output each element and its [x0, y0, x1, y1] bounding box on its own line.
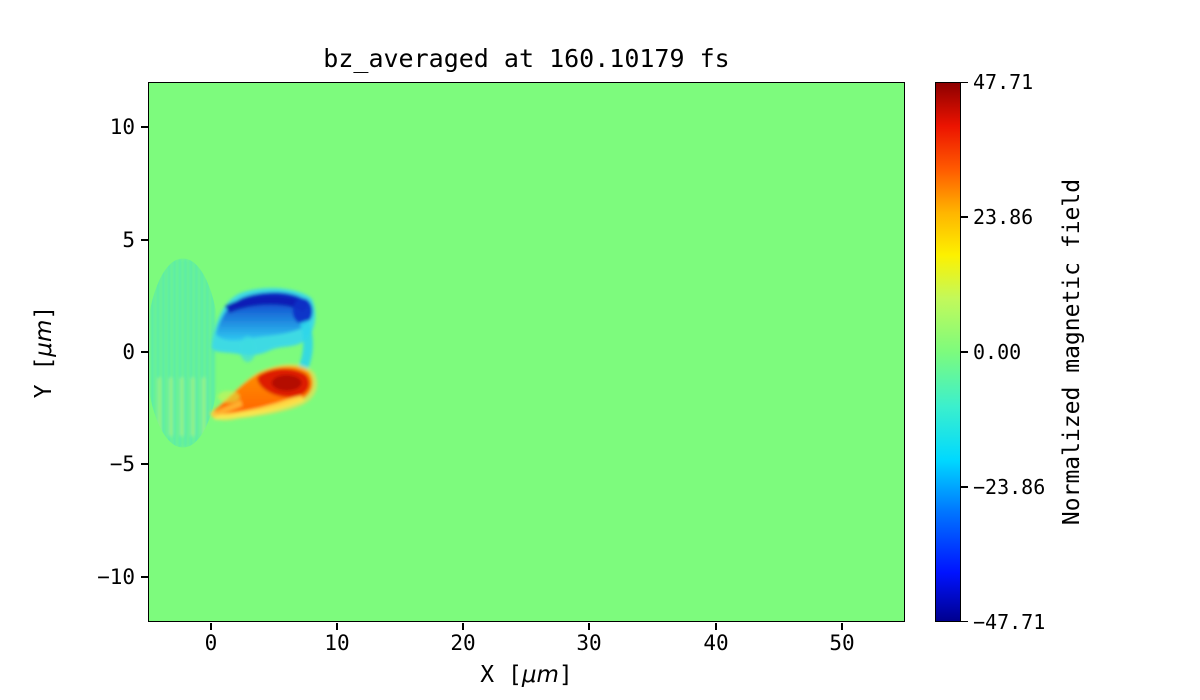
- x-axis-label-prefix: X [: [480, 662, 522, 688]
- x-axis-label-unit: μm: [521, 662, 559, 688]
- y-tick-mark: [141, 576, 148, 578]
- x-axis-tick-label: 30: [576, 631, 602, 655]
- colorbar-tick-mark: [961, 486, 968, 488]
- y-axis-tick-label: 10: [109, 115, 135, 139]
- y-tick-mark: [141, 239, 148, 241]
- field-structure: [209, 287, 318, 421]
- x-axis-tick-label: 20: [450, 631, 476, 655]
- colorbar-tick-label: 23.86: [973, 205, 1034, 229]
- colorbar-tick-label: 0.00: [973, 340, 1022, 364]
- y-axis-tick-label: 0: [122, 340, 135, 364]
- x-tick-mark: [715, 623, 717, 630]
- y-axis-label-prefix: Y [: [31, 356, 57, 399]
- cyan-right-band: [298, 320, 313, 370]
- x-tick-mark: [588, 623, 590, 630]
- colorbar-label: Normalized magnetic field: [1059, 178, 1085, 526]
- colorbar-tick-mark: [961, 620, 968, 622]
- positive-lobe-left-tail: [210, 399, 243, 418]
- x-axis-label: X [μm]: [148, 662, 905, 688]
- x-tick-mark: [336, 623, 338, 630]
- y-axis-label-unit: μm: [31, 319, 57, 357]
- yellow-green-wisp: [217, 390, 240, 403]
- heatmap-image: [149, 83, 904, 621]
- colorbar-tick-label: 47.71: [973, 70, 1034, 94]
- colorbar-tick-label: −47.71: [973, 610, 1046, 634]
- y-axis-label: Y [μm]: [29, 82, 59, 622]
- positive-lobe-yellow-edge: [211, 394, 305, 420]
- y-tick-mark: [141, 463, 148, 465]
- x-axis-tick-label: 0: [204, 631, 218, 655]
- y-axis-tick-label: −5: [109, 452, 135, 476]
- cyan-tongue: [239, 336, 256, 362]
- negative-lobe-dark-patch: [292, 298, 313, 325]
- y-tick-mark: [141, 351, 148, 353]
- laser-fringes: [150, 258, 215, 448]
- colorbar: [935, 82, 961, 622]
- x-tick-mark: [462, 623, 464, 630]
- colorbar-tick-label: −23.86: [973, 475, 1046, 499]
- x-axis-tick-label: 10: [324, 631, 350, 655]
- y-axis-label-suffix: ]: [31, 305, 57, 320]
- y-axis-tick-label: −10: [97, 565, 135, 589]
- field-background: [149, 83, 904, 621]
- x-axis-tick-label: 40: [703, 631, 729, 655]
- x-axis-label-suffix: ]: [558, 662, 573, 688]
- negative-lobe-dark-streak: [224, 295, 308, 314]
- plot-title: bz_averaged at 160.10179 fs: [323, 44, 730, 73]
- y-axis-tick-label: 5: [122, 228, 135, 252]
- colorbar-tick-mark: [961, 216, 968, 218]
- positive-lobe-inner-core: [271, 374, 302, 391]
- plot-area: [148, 82, 905, 622]
- colorbar-tick-mark: [961, 81, 968, 83]
- x-axis-tick-label: 50: [829, 631, 855, 655]
- x-tick-mark: [210, 623, 212, 630]
- x-tick-mark: [841, 623, 843, 630]
- y-tick-mark: [141, 126, 148, 128]
- colorbar-tick-mark: [961, 351, 968, 353]
